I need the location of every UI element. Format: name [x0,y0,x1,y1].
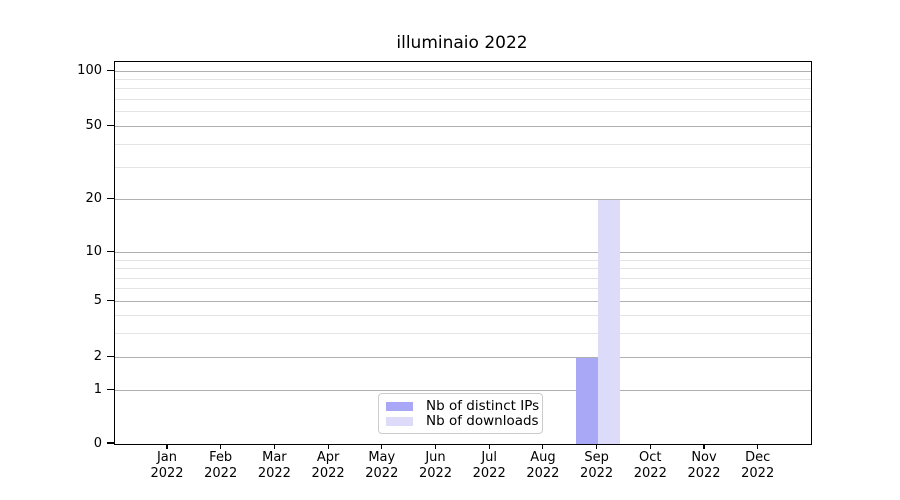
x-tick-year: 2022 [418,465,453,481]
x-tick-year: 2022 [633,465,667,481]
x-tick-month: Jan [156,450,178,465]
y-tick-label: 0 [93,435,102,451]
gridline-minor [115,111,811,113]
x-tick-month: Dec [745,450,771,465]
x-tick-label: Oct 2022 [618,450,682,481]
y-tick-mark [107,124,114,126]
x-tick-label: Apr 2022 [296,450,360,481]
gridline-major [115,252,811,254]
x-tick-mark [327,444,329,449]
x-tick-label: Aug 2022 [511,450,575,481]
x-tick-label: Feb 2022 [189,450,253,481]
x-tick-label: Jun 2022 [404,450,468,481]
y-tick-mark [107,300,114,302]
y-tick-label: 20 [85,191,102,207]
gridline-major [115,199,811,201]
x-tick-mark [542,444,544,449]
x-tick-year: 2022 [741,465,775,481]
y-tick-mark [107,197,114,200]
x-tick-year: 2022 [311,465,345,481]
y-tick-label: 5 [93,293,102,309]
x-tick-month: Apr [316,450,340,465]
legend: Nb of distinct IPs Nb of downloads [378,393,543,434]
x-tick-year: 2022 [580,465,614,481]
x-tick-month: May [368,450,396,465]
x-tick-month: Oct [639,450,662,465]
x-tick-label: May 2022 [350,450,414,481]
x-tick-month: Nov [691,450,717,465]
gridline-minor [115,79,811,81]
gridline-minor [115,166,811,168]
x-tick-mark [757,444,759,449]
y-tick-label: 100 [77,62,102,78]
y-tick-mark [107,442,114,444]
y-tick-mark [107,389,114,391]
x-tick-month: Sep [584,450,609,465]
gridline-major [115,357,811,359]
x-tick-month: Jul [481,450,498,465]
x-tick-year: 2022 [687,465,721,481]
x-tick-mark [273,444,275,449]
legend-item: Nb of distinct IPs [386,399,539,414]
x-tick-mark [220,444,222,449]
x-tick-year: 2022 [472,465,506,481]
x-tick-label: Nov 2022 [672,450,736,481]
x-tick-year: 2022 [150,465,184,481]
x-tick-month: Feb [209,450,233,465]
x-tick-month: Aug [530,450,556,465]
gridline-major [115,390,811,392]
legend-label: Nb of distinct IPs [426,398,540,414]
x-tick-mark [166,444,168,449]
y-tick-mark [107,356,114,358]
gridline-minor [115,288,811,290]
x-tick-label: Jul 2022 [457,450,521,481]
y-tick-label: 1 [93,382,102,398]
x-tick-label: Sep 2022 [565,450,629,481]
x-tick-mark [596,444,598,449]
chart-title: illuminaio 2022 [396,33,528,53]
legend-swatch [386,417,413,426]
bar-nb-of-downloads [597,199,620,444]
x-tick-mark [434,444,437,449]
plot-area: Nb of distinct IPs Nb of downloads [114,61,812,445]
gridline-minor [115,98,811,100]
gridline-minor [115,143,811,145]
x-tick-mark [381,444,383,449]
x-tick-year: 2022 [204,465,238,481]
legend-item: Nb of downloads [386,414,539,429]
gridline-minor [115,88,811,90]
gridline-minor [115,315,811,317]
x-tick-label: Mar 2022 [242,450,306,481]
x-tick-mark [488,444,490,449]
bar-nb-of-distinct-ips [575,357,598,444]
gridline-minor [115,332,811,334]
x-tick-year: 2022 [365,465,399,481]
gridline-minor [115,277,811,279]
x-tick-month: Mar [262,450,287,465]
x-tick-mark [703,444,705,449]
y-tick-label: 10 [85,244,102,260]
x-tick-label: Dec 2022 [726,450,790,481]
y-tick-mark [107,251,114,253]
y-tick-label: 50 [85,117,102,133]
gridline-minor [115,268,811,270]
x-tick-mark [649,444,651,449]
y-tick-label: 2 [93,349,102,365]
y-tick-mark [107,69,114,71]
gridline-minor [115,259,811,261]
legend-label: Nb of downloads [426,413,539,429]
legend-swatch [386,402,413,411]
gridline-major [115,70,811,72]
x-tick-year: 2022 [257,465,291,481]
x-tick-label: Jan 2022 [135,450,199,481]
x-tick-year: 2022 [526,465,560,481]
x-tick-month: Jun [425,450,446,465]
gridline-major [115,125,811,127]
gridline-major [115,301,811,303]
